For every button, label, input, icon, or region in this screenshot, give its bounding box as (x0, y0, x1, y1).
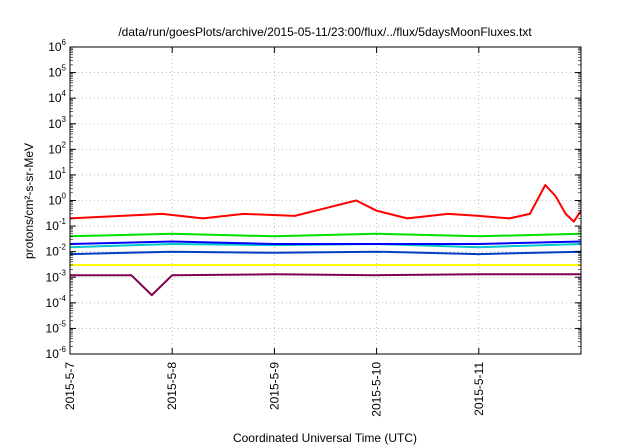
y-tick-label: 10-5 (46, 319, 67, 335)
y-tick-label: 103 (48, 115, 66, 131)
y-tick-base: 10 (46, 296, 60, 310)
y-tick-base: 10 (48, 117, 62, 131)
series-line-7 (70, 273, 581, 297)
y-tick-base: 10 (46, 270, 60, 284)
y-tick-base: 10 (48, 91, 62, 105)
y-tick-base: 10 (48, 66, 62, 80)
y-tick-base: 10 (48, 194, 62, 208)
y-tick-label: 102 (48, 140, 66, 156)
y-tick-exponent: 4 (62, 89, 67, 98)
series-line-1 (69, 184, 582, 223)
series-line-2 (69, 232, 582, 238)
y-tick-exponent: -6 (59, 345, 67, 354)
y-tick-label: 10-4 (46, 294, 67, 310)
y-tick-exponent: 1 (62, 166, 67, 175)
y-tick-base: 10 (48, 40, 62, 54)
y-tick-label: 100 (48, 192, 66, 208)
x-tick-label: 2015-5-9 (267, 362, 281, 410)
chart-title: /data/run/goesPlots/archive/2015-05-11/2… (118, 25, 532, 39)
y-tick-base: 10 (46, 321, 60, 335)
y-tick-exponent: 3 (62, 115, 67, 124)
y-axis: 10-610-510-410-310-210-11001011021031041… (46, 38, 581, 361)
x-tick-label: 2015-5-11 (472, 362, 486, 416)
y-tick-label: 106 (48, 38, 66, 54)
y-tick-exponent: -4 (59, 294, 67, 303)
y-tick-base: 10 (46, 347, 60, 361)
y-tick-base: 10 (46, 219, 60, 233)
x-axis-label: Coordinated Universal Time (UTC) (233, 431, 417, 445)
y-tick-label: 10-6 (46, 345, 67, 361)
grid-lines (70, 47, 581, 354)
y-tick-label: 101 (48, 166, 66, 182)
y-tick-exponent: -3 (59, 268, 67, 277)
series-layer (69, 184, 582, 297)
y-tick-exponent: 2 (62, 140, 67, 149)
y-tick-label: 10-2 (46, 243, 67, 259)
x-axis: 2015-5-7 2015-5-8 2015-5-9 2015-5-10 2015-5-… (63, 47, 486, 417)
y-tick-label: 10-3 (46, 268, 67, 284)
y-tick-base: 10 (48, 168, 62, 182)
y-tick-exponent: -5 (59, 319, 67, 328)
y-tick-exponent: 6 (62, 38, 67, 47)
y-tick-exponent: -2 (59, 243, 67, 252)
y-axis-label: protons/cm²-s-sr-MeV (22, 143, 36, 259)
x-tick-label: 2015-5-8 (165, 362, 179, 410)
y-tick-label: 10-1 (46, 217, 67, 233)
y-tick-exponent: 5 (62, 64, 67, 73)
series-line-5 (69, 250, 582, 256)
y-tick-exponent: 0 (62, 192, 67, 201)
y-tick-base: 10 (48, 142, 62, 156)
y-tick-label: 104 (48, 89, 66, 105)
x-tick-label: 2015-5-7 (63, 362, 77, 410)
y-tick-label: 105 (48, 64, 66, 80)
x-tick-label: 2015-5-10 (370, 362, 384, 417)
y-tick-base: 10 (46, 245, 60, 259)
series-line-4 (69, 240, 582, 245)
y-tick-exponent: -1 (59, 217, 67, 226)
